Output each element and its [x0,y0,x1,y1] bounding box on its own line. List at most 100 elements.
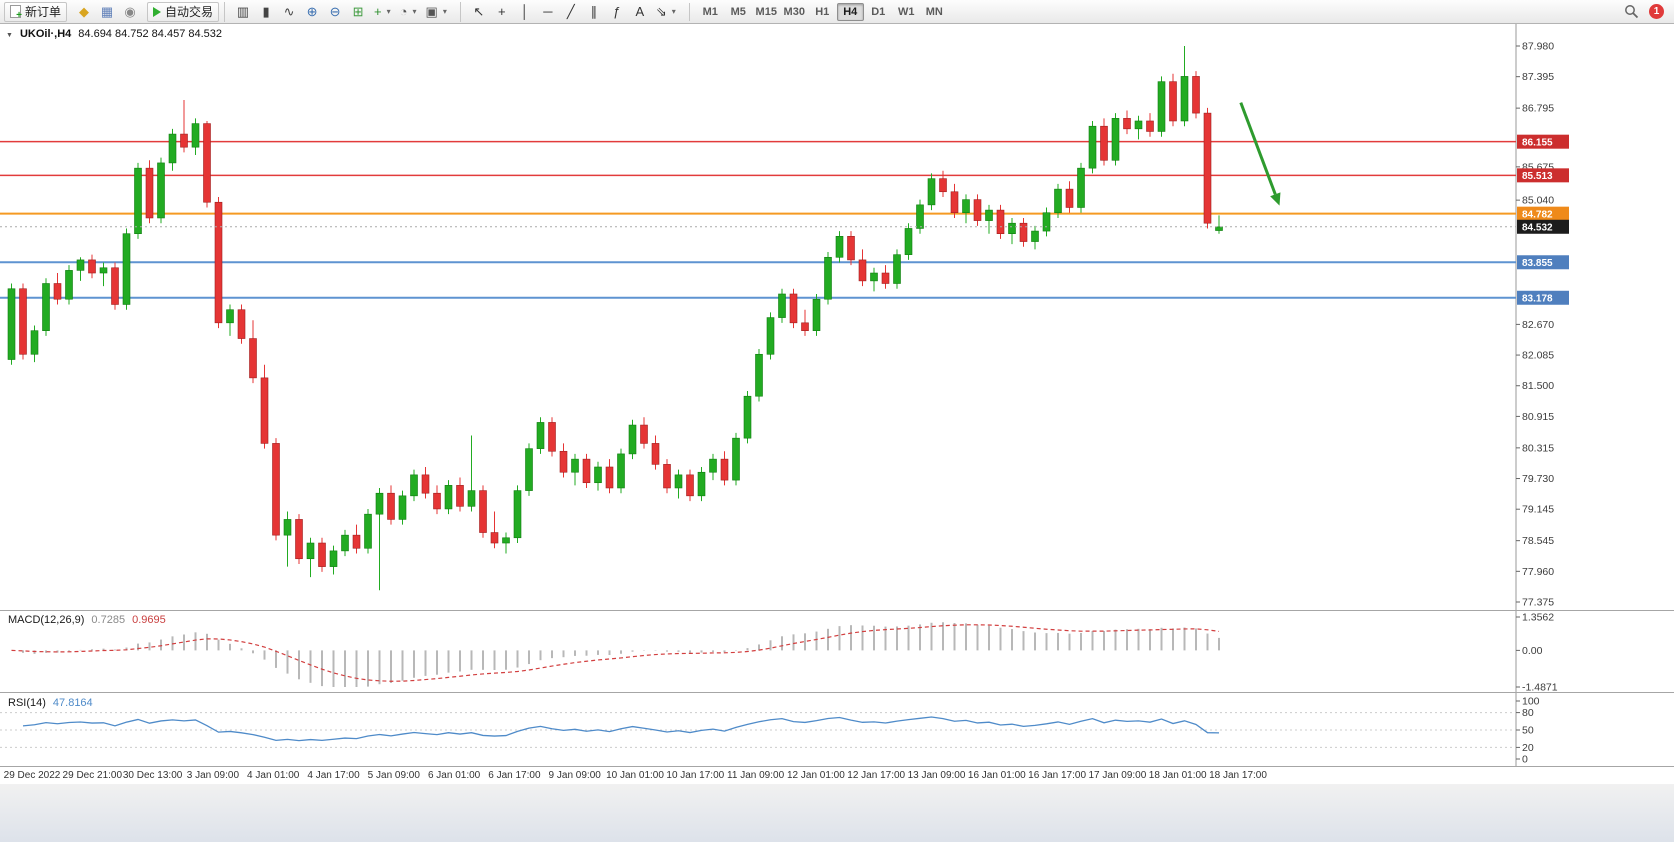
time-axis-label: 10 Jan 17:00 [666,770,725,781]
timeframe-w1-button[interactable]: W1 [893,3,920,21]
trend-arrow[interactable] [1239,102,1277,195]
candle-body [352,534,361,549]
standard-toolbar-group: ◆ ▦ ◉ [69,2,145,22]
autotrading-button[interactable]: 自动交易 [147,1,220,22]
price-badge [1517,168,1569,183]
arrows-icon[interactable]: ⇘ ▾ [652,2,680,22]
candle-body [904,228,913,255]
rsi-tick-label: 100 [1522,696,1540,708]
channel-icon[interactable]: ∥ [583,2,605,22]
market-watch-icon[interactable]: ◆ [73,2,95,22]
time-axis-label: 5 Jan 09:00 [367,770,420,781]
time-axis-label: 4 Jan 17:00 [307,770,360,781]
candle-body [594,466,602,484]
crosshair-icon[interactable]: + [491,2,513,22]
candle-body [1077,167,1085,208]
price-badge [1517,134,1569,149]
time-axis-label: 10 Jan 01:00 [606,770,664,781]
periods-icon[interactable]: ◔ ▾ [396,2,421,22]
candle-body [1134,120,1143,130]
candle-body [249,338,257,379]
candle-body [801,322,809,331]
line-studies-toolbar-group: ↖ + │ ─ ╱ ∥ ƒ A ⇘ ▾ [459,1,684,22]
price-tick-label: 87.980 [1522,41,1554,53]
cursor-icon[interactable]: ↖ [468,2,490,22]
periods-icon: ◔ [399,4,408,19]
price-badge-label: 83.178 [1522,294,1553,305]
new-order-button[interactable]: 新订单 [4,1,68,22]
zoom-in-icon[interactable]: ⊕ [301,2,323,22]
candle-body [76,259,85,271]
candle-body [456,485,464,507]
market-watch-icon: ◆ [79,4,90,19]
fibonacci-icon: ƒ [613,4,621,19]
candle-body [674,474,683,489]
candle-body [1123,118,1131,130]
candle-body [755,353,763,397]
new-order-icon [10,5,22,21]
candle-body [272,443,280,536]
horizontal-line-icon[interactable]: ─ [537,2,559,22]
candle-body [709,458,717,473]
templates-icon[interactable]: ▣ ▾ [422,2,451,22]
price-badge-label: 86.155 [1522,137,1553,148]
rsi-tick-label: 80 [1522,707,1534,719]
timeframe-m1-button[interactable]: M1 [697,3,724,21]
candle-body [1008,222,1016,234]
time-axis-label: 13 Jan 09:00 [907,770,966,781]
timeframe-h1-button[interactable]: H1 [809,3,836,21]
candle-body [88,259,96,274]
text-icon[interactable]: A [629,2,651,22]
price-tick-label: 82.085 [1522,350,1554,362]
tile-windows-icon[interactable]: ⊞ [347,2,369,22]
data-window-icon[interactable]: ▦ [96,2,118,22]
timeframe-m15-button[interactable]: M15 [753,3,780,21]
candle-body [651,443,660,465]
price-badge [1517,255,1569,270]
candle-body [467,490,476,507]
timeframe-mn-button[interactable]: MN [921,3,948,21]
tile-windows-icon: ⊞ [352,4,364,19]
fibonacci-icon[interactable]: ƒ [606,2,628,22]
candle-body [1192,76,1200,114]
price-tick-label: 79.145 [1522,504,1554,516]
candle-body [916,204,924,229]
arrows-icon: ⇘ [655,4,667,19]
indicators-icon[interactable]: + ▾ [370,2,395,22]
timeframe-m5-button[interactable]: M5 [725,3,752,21]
bar-chart-icon[interactable]: ▥ [232,2,254,22]
search-icon[interactable] [1624,4,1639,19]
candle-body [548,422,556,452]
zoom-out-icon[interactable]: ⊖ [324,2,346,22]
dropdown-caret-icon: ▾ [671,7,676,16]
candle-body [341,534,349,552]
candle-body [421,474,430,494]
candle-body [318,542,326,567]
new-order-label: 新订单 [25,5,62,19]
candle-body [939,178,947,193]
timeframe-d1-button[interactable]: D1 [865,3,892,21]
time-axis-label: 4 Jan 01:00 [247,770,300,781]
zoom-in-icon: ⊕ [306,4,318,19]
candlestick-chart-icon[interactable]: ▮ [255,2,277,22]
candle-body [7,288,16,360]
notification-badge[interactable]: 1 [1649,4,1664,19]
timeframe-m30-button[interactable]: M30 [781,3,808,21]
vertical-line-icon[interactable]: │ [514,2,536,22]
candlestick-chart-icon: ▮ [262,4,270,19]
trendline-icon[interactable]: ╱ [560,2,582,22]
navigator-icon[interactable]: ◉ [119,2,141,22]
time-axis[interactable]: 29 Dec 2022 29 Dec 21:00 30 Dec 13:00 3 Jan… [0,766,1674,784]
candle-body [65,270,73,300]
candle-body [1111,118,1120,161]
line-chart-icon[interactable]: ∿ [278,2,300,22]
macd-panel[interactable]: 1.3562 0.00 -1.4871 [0,610,1674,692]
candle-body [375,492,384,515]
candle-body [1157,81,1166,132]
time-axis-label: 29 Dec 2022 [3,770,61,781]
autotrading-label: 自动交易 [165,5,214,19]
price-tick-label: 77.375 [1522,597,1554,609]
price-chart[interactable]: 87.98087.39586.79585.67585.04082.67082.0… [0,24,1674,610]
timeframe-h4-button[interactable]: H4 [836,2,864,21]
